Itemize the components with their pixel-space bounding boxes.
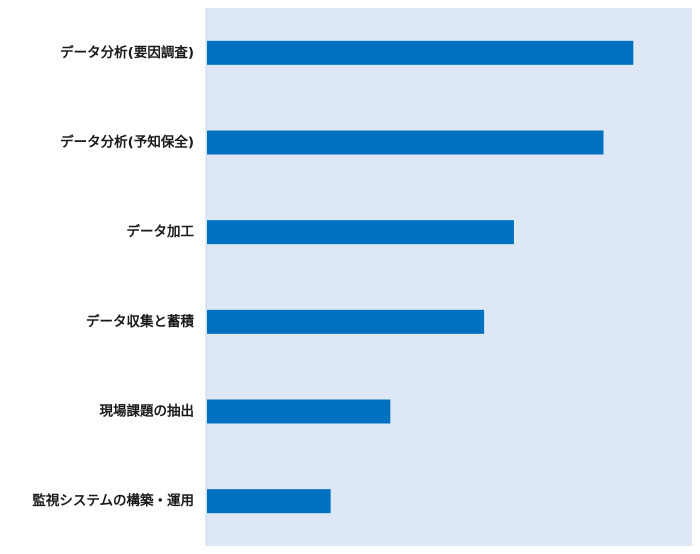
bar-2 [207,130,604,155]
category-label-3: データ加工 [127,223,195,240]
bar-1 [207,40,634,65]
bars [207,40,634,514]
category-label-2: データ分析(予知保全) [60,134,194,151]
bar-5 [207,399,391,424]
category-label-4: データ収集と蓄積 [86,313,194,330]
plot-area [206,8,692,546]
category-label-1: データ分析(要因調査) [60,44,194,61]
bar-3 [207,220,514,245]
bar-4 [207,309,485,334]
category-label-6: 監視システムの構築・運用 [32,492,194,509]
category-labels: データ分析(要因調査) データ分析(予知保全) データ加工データ収集と蓄積現場課題の… [32,44,194,509]
category-label-5: 現場課題の抽出 [100,403,195,420]
bar-6 [207,489,331,514]
